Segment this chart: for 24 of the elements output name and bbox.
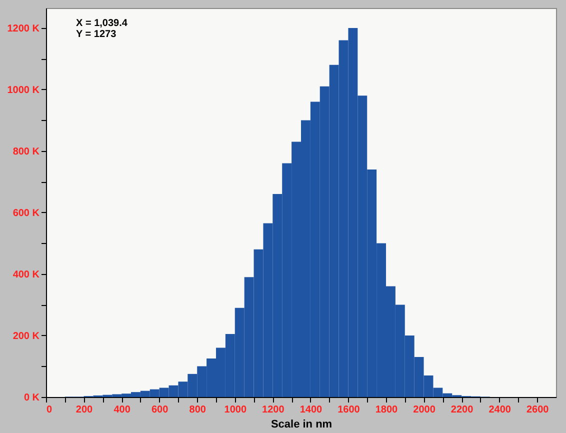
x-axis-title: Scale in nm — [270, 418, 332, 430]
x-tick-label: 200 — [76, 404, 94, 416]
y-tick-label: 1000 K — [7, 84, 40, 96]
annotation: Y = 1273 — [76, 29, 117, 40]
x-tick-label: 2600 — [526, 404, 550, 416]
y-tick-label: 600 K — [12, 208, 40, 219]
y-tick-label: 400 K — [12, 269, 40, 280]
x-tick-label: 600 — [151, 404, 169, 416]
x-tick-label: 2200 — [450, 404, 474, 416]
annotation: X = 1,039.4 — [76, 18, 128, 29]
y-tick-label: 0 K — [24, 392, 40, 404]
x-tick-label: 2000 — [413, 404, 436, 416]
x-tick-label: 400 — [114, 404, 131, 416]
y-tick-label: 1200 K — [7, 23, 40, 34]
x-tick-label: 2400 — [488, 404, 512, 416]
x-tick-label: 0 — [46, 404, 52, 416]
x-tick-label: 1000 — [224, 404, 247, 416]
x-tick-label: 1200 — [262, 404, 285, 416]
y-tick-label: 200 K — [12, 331, 40, 342]
x-tick-label: 1800 — [375, 404, 398, 416]
x-tick-label: 1400 — [300, 404, 323, 416]
x-tick-label: 800 — [189, 404, 206, 416]
y-tick-label: 800 K — [12, 146, 40, 158]
x-tick-label: 1600 — [338, 404, 360, 416]
